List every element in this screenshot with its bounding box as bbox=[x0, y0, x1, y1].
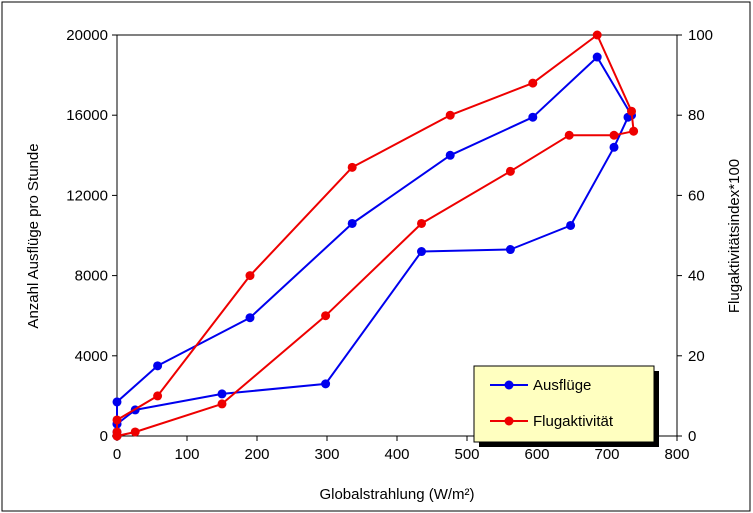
y2-tick-label: 60 bbox=[688, 187, 705, 204]
x-tick-label: 0 bbox=[113, 446, 121, 463]
y2-tick-label: 0 bbox=[688, 428, 696, 445]
y-tick-label: 0 bbox=[100, 428, 108, 445]
data-point-ausfluege bbox=[217, 389, 227, 399]
data-point-ausfluege bbox=[245, 313, 255, 323]
y2-tick-label: 40 bbox=[688, 268, 705, 285]
data-point-flugaktivitaet bbox=[592, 30, 602, 40]
data-point-ausfluege bbox=[566, 220, 576, 230]
y-tick-label: 8000 bbox=[75, 268, 108, 285]
data-point-ausfluege bbox=[445, 150, 455, 160]
data-point-flugaktivitaet bbox=[112, 415, 122, 425]
y2-tick-label: 100 bbox=[688, 27, 713, 44]
data-point-flugaktivitaet bbox=[217, 399, 227, 409]
data-point-ausfluege bbox=[592, 52, 602, 62]
data-point-flugaktivitaet bbox=[564, 130, 574, 140]
data-point-flugaktivitaet bbox=[130, 427, 140, 437]
data-point-flugaktivitaet bbox=[627, 106, 636, 116]
x-tick-label: 200 bbox=[244, 446, 269, 463]
data-point-ausfluege bbox=[112, 397, 122, 407]
x-tick-label: 500 bbox=[454, 446, 479, 463]
data-point-ausfluege bbox=[321, 379, 331, 389]
data-point-flugaktivitaet bbox=[321, 311, 331, 321]
data-point-ausfluege bbox=[528, 112, 538, 122]
data-point-flugaktivitaet bbox=[153, 391, 163, 401]
y-axis-title: Anzahl Ausflüge pro Stunde bbox=[25, 143, 42, 328]
series-layer bbox=[112, 30, 639, 441]
x-tick-label: 300 bbox=[314, 446, 339, 463]
data-point-flugaktivitaet bbox=[505, 166, 515, 176]
legend-items: Ausflüge Flugaktivität bbox=[490, 377, 614, 430]
x-tick-label: 400 bbox=[384, 446, 409, 463]
data-point-ausfluege bbox=[417, 247, 426, 257]
data-point-flugaktivitaet bbox=[445, 110, 455, 120]
series-line-ausfluege bbox=[116, 56, 633, 436]
data-point-flugaktivitaet bbox=[629, 126, 639, 136]
data-point-flugaktivitaet bbox=[609, 130, 619, 140]
data-point-ausfluege bbox=[505, 245, 515, 255]
data-point-flugaktivitaet bbox=[112, 431, 122, 441]
legend-box bbox=[473, 365, 655, 443]
x-axis-title: Globalstrahlung (W/m²) bbox=[319, 486, 474, 503]
x-tick-label: 800 bbox=[664, 446, 689, 463]
legend-label-flugaktivitaet: Flugaktivität bbox=[533, 413, 614, 430]
x-tick-label: 100 bbox=[174, 446, 199, 463]
data-point-flugaktivitaet bbox=[347, 162, 357, 172]
x-tick-label: 700 bbox=[594, 446, 619, 463]
data-point-ausfluege bbox=[609, 142, 619, 152]
data-point-flugaktivitaet bbox=[528, 78, 538, 88]
y2-axis-title: Flugaktivitätsindex*100 bbox=[726, 159, 743, 313]
data-point-ausfluege bbox=[347, 218, 357, 228]
data-point-flugaktivitaet bbox=[417, 218, 426, 228]
data-point-ausfluege bbox=[153, 361, 163, 371]
legend: Ausflüge Flugaktivität bbox=[473, 365, 659, 447]
legend-label-ausfluege: Ausflüge bbox=[533, 377, 591, 394]
y-tick-label: 20000 bbox=[66, 27, 108, 44]
ticks-layer: 0 100 200 300 400 500 600 700 800040008000120001… bbox=[66, 27, 713, 463]
y-tick-label: 4000 bbox=[75, 348, 108, 365]
y2-tick-label: 80 bbox=[688, 107, 705, 124]
legend-marker-flugaktivitaet bbox=[504, 416, 514, 426]
x-tick-label: 600 bbox=[524, 446, 549, 463]
y-tick-label: 16000 bbox=[66, 107, 108, 124]
data-point-flugaktivitaet bbox=[245, 271, 255, 281]
y2-tick-label: 20 bbox=[688, 348, 705, 365]
y-tick-label: 12000 bbox=[66, 187, 108, 204]
legend-marker-ausfluege bbox=[504, 380, 514, 390]
